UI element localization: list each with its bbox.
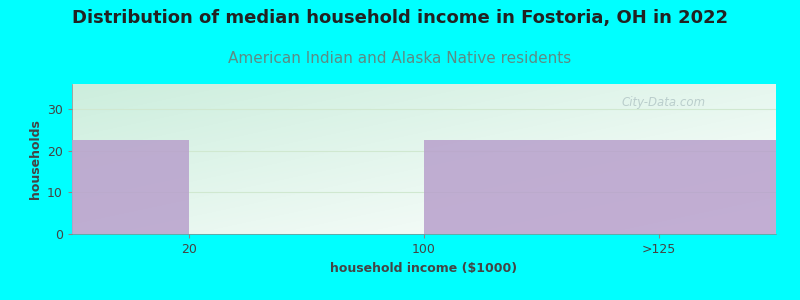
Bar (424, 140, 776, 234)
Text: American Indian and Alaska Native residents: American Indian and Alaska Native reside… (228, 51, 572, 66)
Text: City-Data.com: City-Data.com (621, 96, 706, 109)
Text: Distribution of median household income in Fostoria, OH in 2022: Distribution of median household income … (72, 9, 728, 27)
X-axis label: household income ($1000): household income ($1000) (330, 262, 518, 275)
Bar (72, 140, 190, 234)
Y-axis label: households: households (29, 119, 42, 199)
